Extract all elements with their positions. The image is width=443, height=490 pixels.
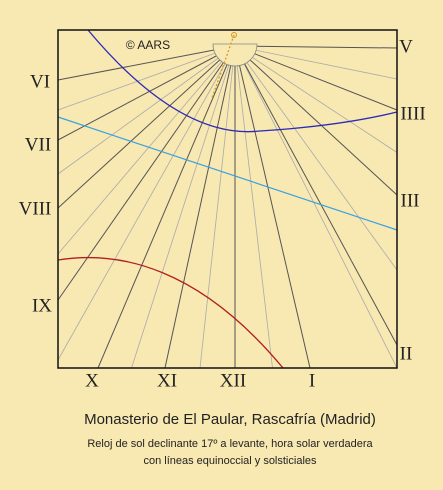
- hour-line: [57, 45, 236, 209]
- hour-label: I: [309, 370, 315, 391]
- hour-line: [57, 45, 236, 141]
- half-hour-line: [234, 45, 273, 369]
- half-hour-line: [234, 45, 398, 369]
- half-hour-line: [234, 45, 398, 80]
- title: Monasterio de El Paular, Rascafría (Madr…: [84, 411, 376, 428]
- hour-lines: [57, 45, 398, 369]
- hour-line: [234, 45, 398, 111]
- solstice-line-winter: [87, 29, 398, 133]
- hour-label: IX: [32, 295, 52, 316]
- half-hour-line: [57, 45, 236, 361]
- dial-border: [57, 29, 398, 369]
- hour-label: VI: [30, 71, 50, 92]
- hour-label: III: [401, 190, 420, 211]
- subtitle: Reloj de sol declinante 17º a levante, h…: [87, 438, 373, 450]
- hour-label: II: [400, 343, 413, 364]
- hour-line: [164, 45, 236, 369]
- half-hour-line: [234, 45, 398, 271]
- copyright: © AARS: [126, 38, 170, 52]
- hour-label: XI: [157, 370, 177, 391]
- hour-line: [97, 45, 236, 369]
- half-hour-line: [199, 45, 236, 369]
- solstice-line-summer: [57, 256, 284, 369]
- equinoctial-line: [57, 116, 398, 231]
- half-hour-line: [57, 45, 236, 111]
- half-hour-line: [131, 45, 236, 369]
- hour-line: [234, 45, 398, 49]
- hour-label: V: [399, 36, 413, 57]
- hour-label: X: [85, 370, 99, 391]
- gnomon: [211, 34, 235, 99]
- half-hour-line: [57, 45, 236, 175]
- hour-label: IIII: [400, 103, 425, 124]
- subtitle: con líneas equinoccial y solsticiales: [143, 455, 317, 467]
- hour-line: [57, 45, 236, 81]
- hour-line: [234, 45, 398, 346]
- hour-label: XII: [220, 370, 246, 391]
- hour-line: [234, 45, 311, 369]
- dial-center: [212, 43, 258, 67]
- half-hour-line: [234, 45, 398, 153]
- hour-label: VIII: [19, 198, 52, 219]
- gnomon-foot: [231, 32, 237, 38]
- hour-label: VII: [25, 134, 51, 155]
- hour-line: [234, 45, 398, 196]
- half-hour-line: [57, 45, 236, 255]
